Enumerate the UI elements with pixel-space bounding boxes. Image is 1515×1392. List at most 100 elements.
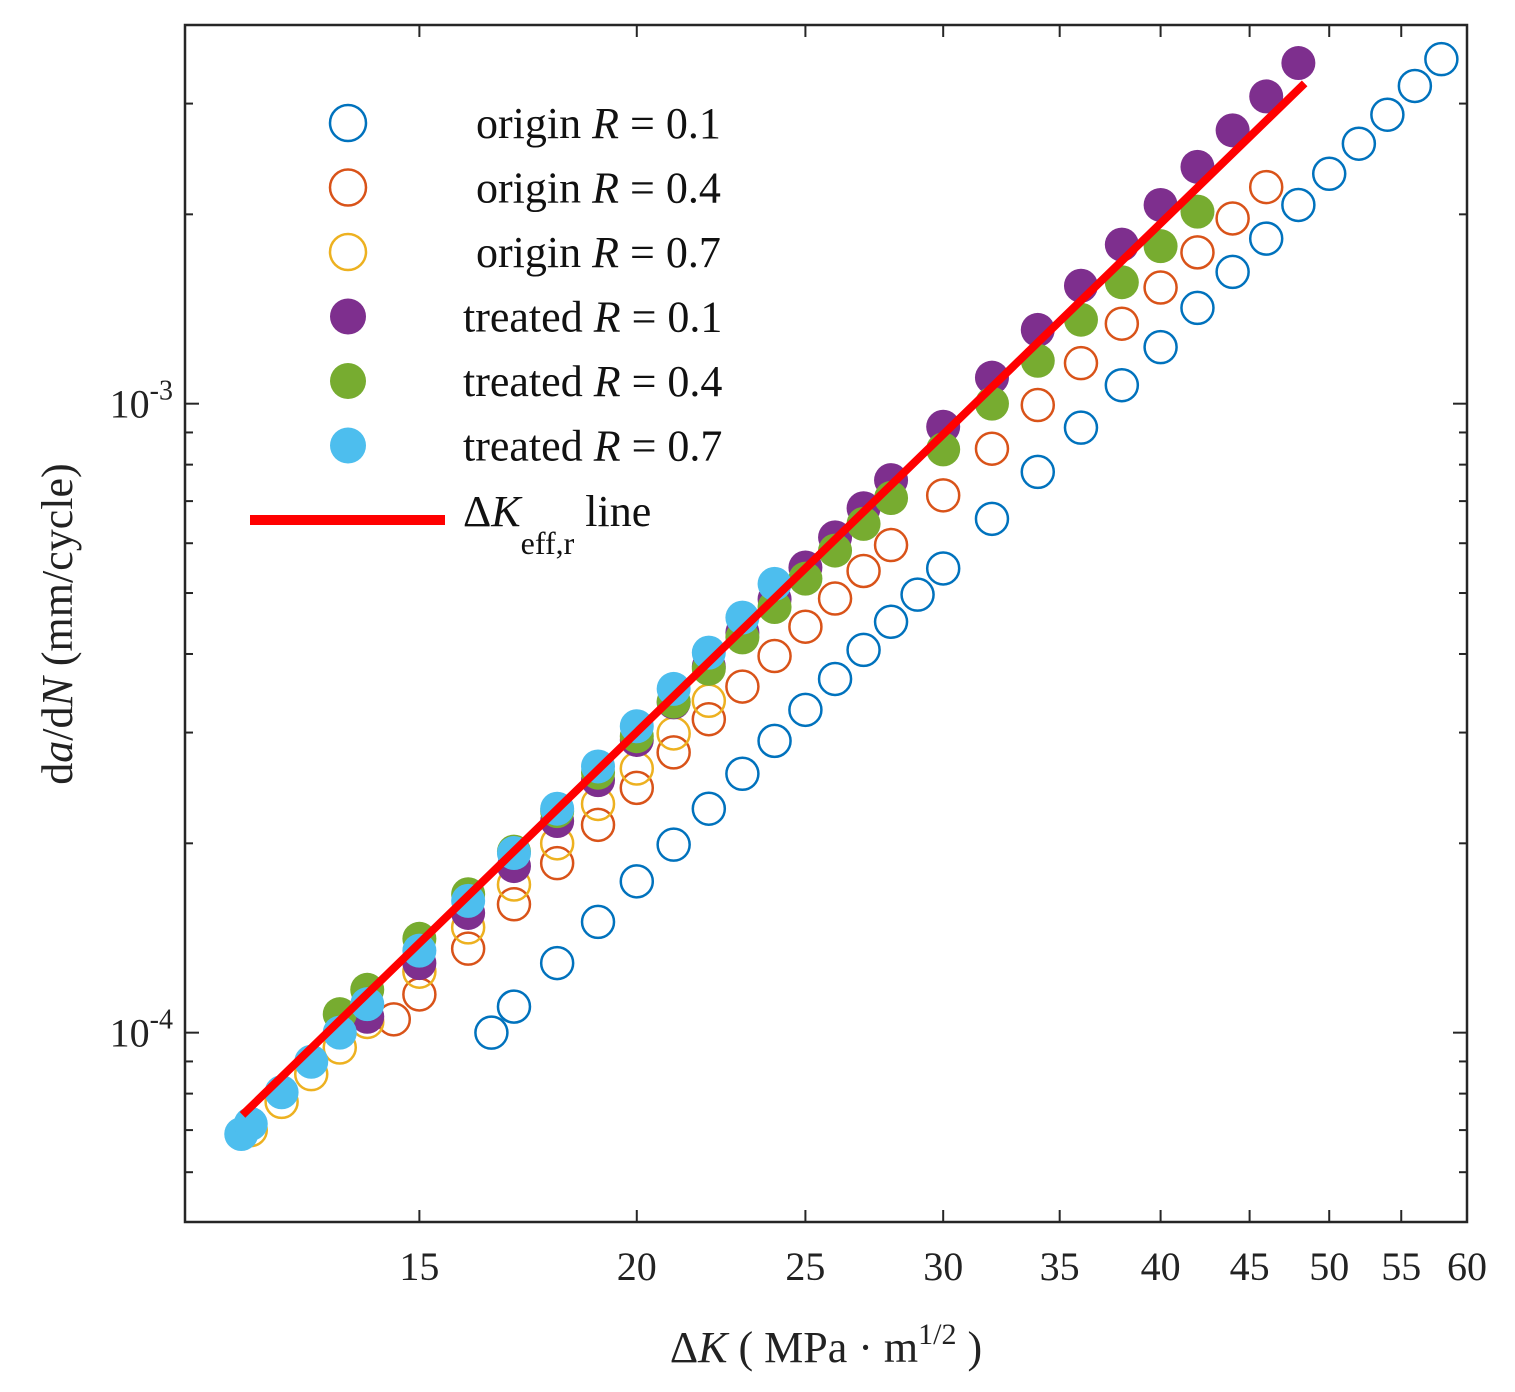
data-point — [580, 904, 616, 940]
data-point — [350, 987, 385, 1022]
data-point — [1341, 126, 1377, 161]
legend-label: treated R = 0.7 — [463, 422, 722, 471]
data-point — [1248, 221, 1284, 256]
data-point — [1063, 345, 1099, 381]
x-tick-label: 35 — [1040, 1244, 1080, 1289]
data-point — [1248, 169, 1284, 205]
data-point — [1281, 187, 1316, 223]
data-point — [757, 638, 792, 674]
data-point — [619, 864, 655, 899]
data-point — [1215, 254, 1250, 290]
data-point — [1424, 41, 1459, 77]
x-tick-label: 25 — [785, 1244, 825, 1289]
data-point — [1063, 410, 1099, 445]
data-point — [974, 431, 1010, 466]
legend-marker — [330, 427, 366, 464]
legend-marker — [328, 103, 368, 143]
legend-label: origin R = 0.4 — [476, 164, 721, 213]
data-point — [1180, 194, 1215, 229]
data-point — [974, 501, 1010, 537]
data-point — [1249, 79, 1284, 114]
data-point — [1281, 46, 1316, 81]
data-point — [846, 632, 881, 668]
data-point — [1020, 387, 1056, 423]
data-point — [656, 671, 691, 706]
y-tick-label: 10-4 — [110, 1005, 173, 1056]
data-point — [691, 791, 727, 826]
data-point — [474, 1015, 509, 1050]
plot-frame — [183, 23, 1469, 1224]
data-point — [817, 661, 853, 697]
data-point — [496, 887, 532, 922]
data-point — [1397, 68, 1433, 104]
data-point — [1180, 290, 1215, 326]
data-point — [788, 561, 823, 596]
data-point — [873, 527, 909, 563]
data-point — [1143, 270, 1178, 305]
data-point — [1215, 113, 1250, 148]
legend-marker — [328, 168, 368, 207]
x-tick-label: 60 — [1447, 1244, 1487, 1289]
data-point — [496, 989, 532, 1024]
data-point — [818, 533, 853, 568]
legend-marker — [328, 232, 368, 272]
data-point — [691, 701, 727, 737]
x-tick-label: 15 — [399, 1244, 439, 1289]
y-axis-title: da/dN (mm/cycle) — [33, 463, 82, 784]
data-point — [817, 581, 853, 616]
legend: origin R = 0.1 origin R = 0.4 origin R = 0… — [250, 99, 722, 561]
x-tick-label: 20 — [617, 1244, 657, 1289]
data-point — [1020, 454, 1056, 490]
data-point — [539, 845, 575, 881]
x-axis-title: ΔK ( MPa · m1/2 ) — [670, 1318, 982, 1372]
series-origin-r-0-1 — [474, 41, 1459, 1050]
data-point — [1104, 306, 1140, 341]
data-point — [725, 669, 760, 704]
data-point — [1180, 235, 1215, 270]
data-point — [580, 807, 616, 843]
data-point — [925, 551, 961, 586]
x-tick-label: 30 — [923, 1244, 963, 1289]
legend-label: origin R = 0.7 — [476, 228, 721, 277]
data-point — [757, 723, 792, 759]
plot-area — [224, 41, 1459, 1152]
data-point — [1143, 229, 1178, 264]
legend-marker — [330, 363, 366, 399]
data-point — [1370, 97, 1405, 132]
y-tick-label: 10-3 — [110, 376, 173, 427]
legend-marker — [330, 298, 366, 335]
data-point — [656, 827, 691, 862]
data-point — [619, 770, 655, 806]
data-marks — [224, 41, 1459, 1152]
data-point — [1215, 201, 1250, 236]
data-point — [725, 756, 760, 792]
data-point — [925, 478, 961, 513]
x-tick-label: 55 — [1381, 1244, 1421, 1289]
data-point — [1143, 329, 1178, 365]
data-point — [788, 692, 823, 728]
data-point — [846, 553, 881, 589]
data-point — [1311, 156, 1347, 192]
data-point — [450, 931, 486, 966]
data-point — [402, 933, 437, 968]
data-point — [1104, 367, 1140, 403]
legend-label: ΔKeff,r line — [463, 487, 651, 561]
legend-label: origin R = 0.1 — [476, 99, 721, 148]
x-tick-label: 45 — [1230, 1244, 1270, 1289]
legend-label: treated R = 0.1 — [463, 293, 722, 342]
data-point — [691, 635, 726, 670]
data-point — [900, 577, 935, 612]
data-point — [788, 609, 823, 644]
x-tick-label: 50 — [1309, 1244, 1349, 1289]
data-point — [873, 604, 909, 640]
data-point — [539, 945, 575, 981]
legend-label: treated R = 0.4 — [463, 357, 722, 406]
data-point — [974, 360, 1009, 395]
fit-line — [239, 80, 1308, 1118]
data-point — [233, 1106, 268, 1141]
x-tick-label: 40 — [1141, 1244, 1181, 1289]
data-point — [656, 735, 691, 770]
axes: 15 20 25 30 35 40 45 50 55 60 10-4 10-3 — [110, 23, 1487, 1289]
